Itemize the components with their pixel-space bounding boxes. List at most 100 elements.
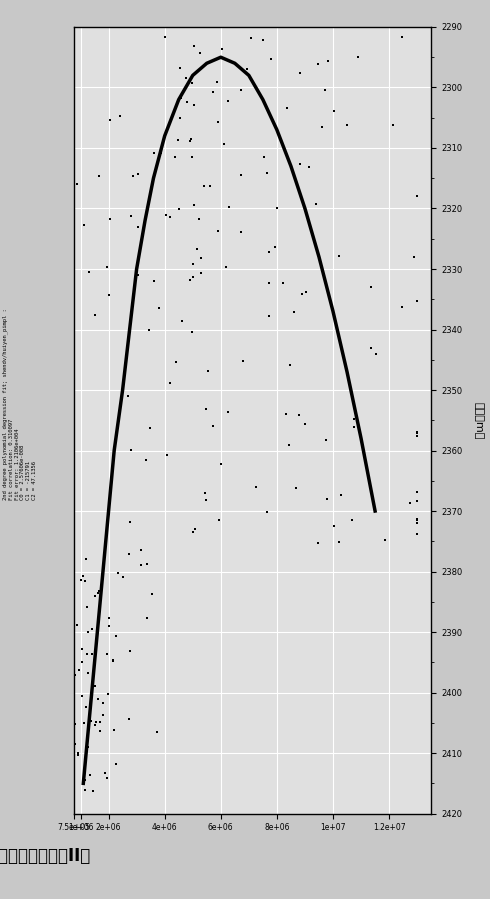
Point xyxy=(116,109,124,123)
Point xyxy=(220,138,228,152)
Point xyxy=(68,619,76,634)
Point xyxy=(285,438,293,452)
Point xyxy=(410,250,417,264)
Point xyxy=(323,492,331,506)
Point xyxy=(188,76,196,90)
Point xyxy=(88,621,96,636)
Point xyxy=(273,201,281,216)
Point xyxy=(112,629,120,644)
Point xyxy=(200,179,208,193)
Point xyxy=(68,734,76,749)
Point xyxy=(279,276,287,290)
Point xyxy=(137,542,145,556)
Point xyxy=(68,585,76,600)
Point xyxy=(183,95,191,110)
Point xyxy=(153,725,161,739)
Point xyxy=(263,165,271,180)
Point xyxy=(298,287,306,301)
Point xyxy=(331,520,339,534)
Point xyxy=(110,724,118,738)
Point xyxy=(267,52,274,67)
Point xyxy=(266,308,273,323)
Point xyxy=(142,452,149,467)
Point xyxy=(413,425,421,440)
Point xyxy=(354,50,362,65)
Point xyxy=(148,586,156,601)
Point xyxy=(82,552,90,566)
Point xyxy=(106,211,114,226)
Point xyxy=(126,515,134,530)
Point xyxy=(367,342,375,356)
Point xyxy=(83,600,91,614)
Text: 波阻抗衰减图板（II）: 波阻抗衰减图板（II） xyxy=(0,847,90,865)
Point xyxy=(68,428,76,442)
Point xyxy=(109,653,117,667)
Point xyxy=(224,93,232,108)
Point xyxy=(85,265,93,280)
Point xyxy=(202,493,210,507)
Point xyxy=(162,209,170,223)
Point xyxy=(96,607,103,621)
Point xyxy=(80,218,88,232)
Point xyxy=(74,748,82,762)
Point xyxy=(305,160,313,174)
Point xyxy=(94,586,102,601)
Point xyxy=(87,714,95,728)
Point xyxy=(99,696,107,710)
Point xyxy=(78,690,86,704)
Point xyxy=(337,488,344,503)
Point xyxy=(209,418,217,432)
Point xyxy=(335,248,343,263)
Point xyxy=(138,235,146,249)
Text: 2nd degree polynomial degression fit; shendv/huiyen_pimpl :
Fit correlation: 0.3: 2nd degree polynomial degression fit; sh… xyxy=(2,308,37,501)
Point xyxy=(68,276,76,290)
Point xyxy=(68,751,76,765)
Point xyxy=(91,717,98,732)
Point xyxy=(266,276,273,290)
Point xyxy=(190,39,197,53)
Point xyxy=(177,91,185,105)
Point xyxy=(68,708,76,722)
Point xyxy=(197,250,205,264)
Point xyxy=(103,260,111,274)
Point xyxy=(95,583,102,598)
Point xyxy=(321,83,329,97)
Point xyxy=(95,169,103,183)
Point xyxy=(413,424,421,439)
Point xyxy=(238,83,245,97)
Point xyxy=(296,66,304,80)
Point xyxy=(282,406,290,421)
Point xyxy=(79,569,87,583)
Point xyxy=(91,588,98,602)
Point xyxy=(124,712,132,726)
Point xyxy=(413,512,421,527)
Point xyxy=(314,58,322,72)
Point xyxy=(218,41,226,56)
Point xyxy=(84,665,92,680)
Point xyxy=(330,103,338,118)
Point xyxy=(201,485,209,500)
Point xyxy=(134,267,142,281)
Point xyxy=(71,717,79,731)
Point xyxy=(398,30,406,44)
Point xyxy=(88,646,96,661)
Point xyxy=(101,765,109,779)
Point xyxy=(80,716,88,730)
Point xyxy=(237,225,245,239)
Point xyxy=(157,146,165,160)
Point xyxy=(134,167,142,182)
Point xyxy=(204,364,212,378)
Point xyxy=(71,668,79,682)
Point xyxy=(78,654,86,669)
Point xyxy=(213,75,220,89)
Point xyxy=(260,150,268,165)
Point xyxy=(187,272,195,287)
Point xyxy=(389,118,397,132)
Point xyxy=(106,113,114,128)
Point xyxy=(71,736,78,751)
Point xyxy=(81,783,89,797)
Point xyxy=(413,512,421,526)
Point xyxy=(74,745,82,760)
Point xyxy=(96,715,104,729)
Point xyxy=(89,784,97,798)
